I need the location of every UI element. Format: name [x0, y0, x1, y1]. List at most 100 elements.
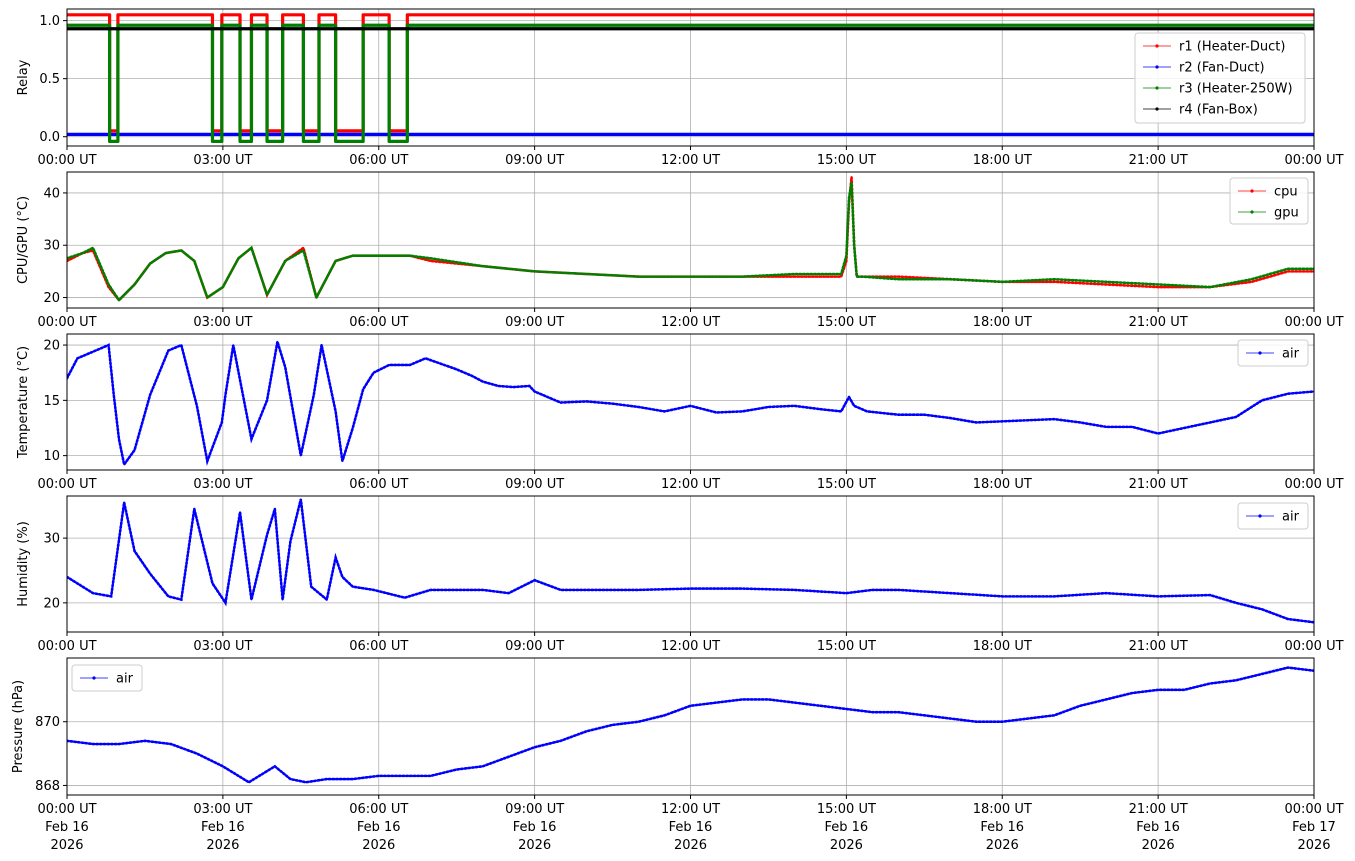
x-tick-label: 21:00 UT [1129, 153, 1188, 168]
y-tick-label: 20 [43, 291, 60, 306]
x-tick-label: 00:00 UT [1284, 802, 1343, 817]
legend: cpu gpu [1229, 177, 1309, 225]
x-tick-label: 06:00 UT [349, 153, 408, 168]
x-tick-label: 21:00 UT [1129, 802, 1188, 817]
y-tick-label: 40 [43, 186, 60, 201]
x-year-label: 2026 [206, 838, 239, 853]
x-tick-label: 03:00 UT [193, 477, 252, 492]
x-tick-label: 15:00 UT [817, 477, 876, 492]
x-date-label: Feb 16 [825, 820, 869, 835]
y-tick-label: 868 [35, 779, 60, 794]
x-tick-label: 03:00 UT [193, 802, 252, 817]
x-year-label: 2026 [1297, 838, 1330, 853]
x-date-label: Feb 16 [1136, 820, 1180, 835]
y-tick-label: 0.5 [39, 72, 60, 87]
y-tick-label: 1.0 [39, 14, 60, 29]
x-tick-label: 06:00 UT [349, 315, 408, 330]
x-tick-label: 15:00 UT [817, 315, 876, 330]
x-tick-label: 00:00 UT [37, 802, 96, 817]
x-tick-label: 18:00 UT [973, 153, 1032, 168]
legend-label: gpu [1274, 206, 1299, 221]
series-markers [67, 341, 1314, 468]
legend-label: r4 (Fan-Box) [1179, 103, 1258, 118]
x-date-label: Feb 16 [201, 820, 245, 835]
x-year-label: 2026 [1142, 838, 1175, 853]
x-tick-label: 12:00 UT [661, 315, 720, 330]
x-tick-label: 18:00 UT [973, 315, 1032, 330]
series-gpu [67, 181, 1314, 303]
legend-box [1229, 177, 1309, 225]
x-tick-label: 21:00 UT [1129, 315, 1188, 330]
x-tick-label: 18:00 UT [973, 802, 1032, 817]
x-year-label: 2026 [362, 838, 395, 853]
series-r3 [67, 23, 1314, 143]
x-tick-label: 09:00 UT [505, 802, 564, 817]
legend-marker [1250, 210, 1254, 214]
series-air [67, 498, 1314, 624]
x-tick-label: 09:00 UT [505, 315, 564, 330]
panel-3: 10 15 20 Temperature (°C) 00:00 UT 03:00 UT 06… [16, 333, 1344, 492]
x-tick-label: 00:00 UT [37, 153, 96, 168]
legend-box [1134, 32, 1306, 124]
x-tick-label: 18:00 UT [973, 477, 1032, 492]
x-tick-label: 15:00 UT [817, 153, 876, 168]
x-tick-label: 12:00 UT [661, 639, 720, 654]
x-tick-label: 12:00 UT [661, 477, 720, 492]
y-tick-label: 870 [35, 715, 60, 730]
legend-marker [1250, 189, 1254, 193]
y-tick-label: 10 [43, 449, 60, 464]
y-tick-label: 20 [43, 596, 60, 611]
x-tick-label: 06:00 UT [349, 802, 408, 817]
x-tick-label: 00:00 UT [1284, 477, 1343, 492]
x-tick-label: 06:00 UT [349, 639, 408, 654]
y-axis-label: Temperature (°C) [16, 346, 31, 459]
x-tick-label: 09:00 UT [505, 639, 564, 654]
legend-marker [92, 676, 96, 680]
series-markers [67, 666, 1314, 784]
y-axis-label: Pressure (hPa) [11, 680, 26, 773]
legend-marker [1155, 86, 1159, 90]
legend: air [1237, 502, 1309, 530]
legend-label: r3 (Heater-250W) [1179, 82, 1293, 97]
legend: r1 (Heater-Duct) r2 (Fan-Duct) r3 (Heater-… [1134, 32, 1306, 124]
x-year-label: 2026 [50, 838, 83, 853]
x-tick-label: 00:00 UT [37, 315, 96, 330]
y-tick-label: 0.0 [39, 130, 60, 145]
x-date-label: Feb 16 [669, 820, 713, 835]
x-tick-label: 03:00 UT [193, 639, 252, 654]
legend: air [71, 664, 143, 692]
x-tick-label: 12:00 UT [661, 802, 720, 817]
legend-label: r1 (Heater-Duct) [1179, 40, 1285, 55]
series-markers [67, 498, 1314, 624]
legend-marker [1258, 514, 1262, 518]
y-tick-label: 30 [43, 532, 60, 547]
x-date-label: Feb 16 [980, 820, 1024, 835]
x-year-label: 2026 [518, 838, 551, 853]
legend-label: air [116, 672, 134, 687]
x-date-label: Feb 16 [357, 820, 401, 835]
x-tick-label: 00:00 UT [1284, 153, 1343, 168]
y-tick-label: 20 [43, 339, 60, 354]
legend-label: r2 (Fan-Duct) [1179, 61, 1265, 76]
series-line [67, 23, 1314, 143]
legend-label: air [1282, 347, 1300, 362]
series-r1 [67, 13, 1314, 133]
legend: air [1237, 339, 1309, 367]
x-year-label: 2026 [674, 838, 707, 853]
x-date-label: Feb 16 [45, 820, 89, 835]
x-tick-label: 06:00 UT [349, 477, 408, 492]
y-axis-label: Relay [16, 59, 31, 95]
panel-1: 0.0 0.5 1.0 Relay 00:00 UT 03:00 UT 06:00 UT 09… [16, 8, 1344, 168]
panel-2: 20 30 40 CPU/GPU (°C) 00:00 UT 03:00 UT 06:00 … [16, 171, 1344, 330]
x-tick-label: 18:00 UT [973, 639, 1032, 654]
x-tick-label: 00:00 UT [1284, 315, 1343, 330]
x-tick-label: 15:00 UT [817, 639, 876, 654]
x-tick-label: 00:00 UT [37, 477, 96, 492]
legend-marker [1155, 107, 1159, 111]
legend-marker [1155, 44, 1159, 48]
legend-marker [1155, 65, 1159, 69]
x-tick-label: 00:00 UT [1284, 639, 1343, 654]
legend-marker [1258, 351, 1262, 355]
y-tick-label: 30 [43, 239, 60, 254]
panel-4: 20 30 Humidity (%) 00:00 UT 03:00 UT 06:00 UT… [16, 495, 1344, 654]
